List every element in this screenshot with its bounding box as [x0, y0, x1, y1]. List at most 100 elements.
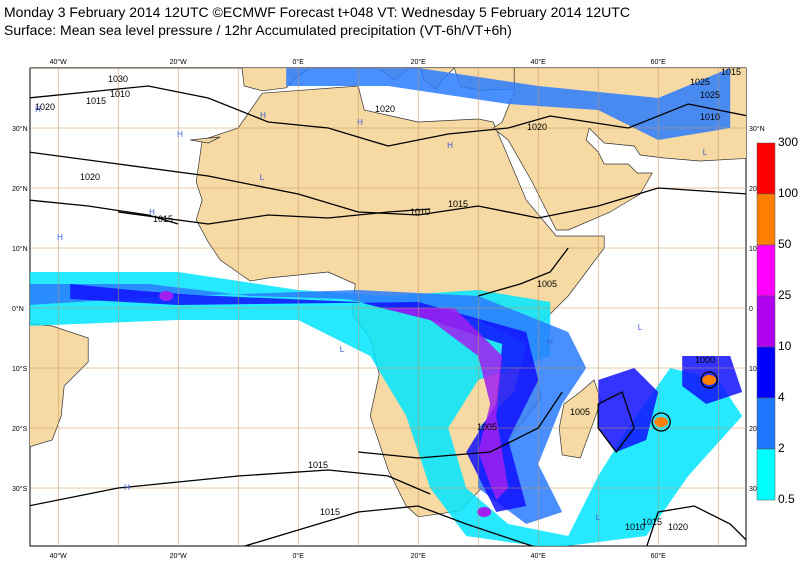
- pressure-center: H: [447, 141, 453, 150]
- colorbar-segment: [756, 142, 776, 195]
- colorbar-segment: [756, 244, 776, 297]
- colorbar-label: 50: [778, 237, 792, 251]
- isobar-label: 1015: [448, 199, 468, 209]
- precipitation-core: [477, 507, 492, 517]
- pressure-center: H: [149, 208, 155, 217]
- isobar-label: 1015: [153, 214, 173, 224]
- colorbar-label: 300: [778, 135, 798, 149]
- isobar: [30, 469, 431, 507]
- precipitation: [30, 284, 587, 524]
- pressure-center: H: [57, 233, 63, 242]
- colorbar-segment: [756, 397, 776, 450]
- lon-label: 40°E: [531, 552, 547, 560]
- isobar-label: 1010: [410, 207, 430, 217]
- pressure-center: H: [124, 483, 130, 492]
- isobar-label: 1010: [625, 522, 645, 532]
- lat-label: 30°N: [749, 125, 765, 133]
- isobar: [30, 85, 746, 147]
- lon-label: 0°E: [293, 552, 305, 560]
- isobar-label: 1020: [527, 122, 547, 132]
- lat-label: 20: [749, 186, 757, 193]
- isobar-label: 1015: [721, 67, 741, 77]
- isobar-label: 1030: [108, 74, 128, 84]
- isobar: [242, 505, 535, 546]
- isobar: [646, 505, 746, 546]
- lon-label: 20°W: [170, 552, 188, 560]
- lat-label: 30°N: [12, 125, 28, 133]
- pressure-center: H: [177, 130, 183, 139]
- lon-label: 40°W: [50, 552, 68, 560]
- isobar-label: 1020: [375, 104, 395, 114]
- isobar: [478, 247, 569, 297]
- isobar-label: 1015: [320, 507, 340, 517]
- lon-label: 60°E: [651, 552, 667, 560]
- colorbar-segment: [756, 346, 776, 399]
- lat-label: 0: [749, 306, 753, 313]
- colorbar-label: 2: [778, 441, 785, 455]
- precipitation-core: [702, 375, 717, 385]
- pressure-center: H: [260, 111, 266, 120]
- isobar-label: 1005: [570, 407, 590, 417]
- land: [190, 136, 221, 144]
- isobar: [30, 199, 179, 225]
- isobar-label: 1015: [308, 460, 328, 470]
- lon-label: 20°W: [170, 58, 188, 66]
- pressure-center: H: [35, 105, 41, 114]
- colorbar-label: 100: [778, 186, 798, 200]
- isobar-label: 1005: [537, 279, 557, 289]
- lon-label: 60°E: [651, 58, 667, 66]
- isobar: [651, 412, 671, 432]
- isobar-label: 1025: [690, 77, 710, 87]
- isobar-label: 1020: [80, 172, 100, 182]
- pressure-center: L: [340, 345, 345, 354]
- lat-label: 10: [749, 366, 757, 373]
- lat-label: 10°S: [12, 365, 28, 373]
- colorbar-segment: [756, 448, 776, 501]
- isobar-label: 1000: [695, 355, 715, 365]
- lon-label: 20°E: [411, 58, 427, 66]
- lat-label: 10°N: [12, 245, 28, 253]
- isobar: [118, 208, 431, 225]
- isobar: [358, 391, 563, 459]
- lat-label: 0°N: [12, 305, 24, 313]
- land: [30, 323, 89, 448]
- lat-label: 20: [749, 426, 757, 433]
- isobars: 1030102010151010102010151020101010151020…: [30, 67, 746, 546]
- lon-label: 40°W: [50, 58, 68, 66]
- subtitle: Surface: Mean sea level pressure / 12hr …: [4, 22, 512, 38]
- colorbar-segment: [756, 295, 776, 348]
- lat-label: 30: [749, 486, 757, 493]
- precipitation: [70, 284, 539, 512]
- colorbar-label: 4: [778, 390, 785, 404]
- isobar-label: 1010: [110, 89, 130, 99]
- isobar-label: 1005: [477, 422, 497, 432]
- isobar-label: 1015: [86, 96, 106, 106]
- isobar: [700, 371, 718, 389]
- isobar-label: 1020: [668, 522, 688, 532]
- colorbar-label: 25: [778, 288, 792, 302]
- lat-label: 20°S: [12, 425, 28, 433]
- precipitation-core: [159, 291, 174, 301]
- lat-label: 20°N: [12, 185, 28, 193]
- lon-label: 20°E: [411, 552, 427, 560]
- isobar-label: 1020: [35, 102, 55, 112]
- pressure-center: L: [260, 173, 265, 182]
- precipitation: [382, 308, 509, 500]
- lat-label: 10: [749, 246, 757, 253]
- lon-label: 0°E: [293, 58, 305, 66]
- precipitation-core: [654, 417, 669, 427]
- lat-label: 30°S: [12, 485, 28, 493]
- isobar-label: 1025: [700, 90, 720, 100]
- lon-label: 40°E: [531, 58, 547, 66]
- isobar-label: 1015: [642, 517, 662, 527]
- precipitation: [286, 68, 731, 140]
- isobar: [30, 151, 746, 219]
- pressure-center: L: [596, 513, 601, 522]
- pressure-center: H: [357, 118, 363, 127]
- geography: [30, 68, 746, 546]
- isobar-label: 1010: [700, 112, 720, 122]
- colorbar-label: 0.5: [778, 492, 795, 506]
- pressure-center: H: [547, 338, 553, 347]
